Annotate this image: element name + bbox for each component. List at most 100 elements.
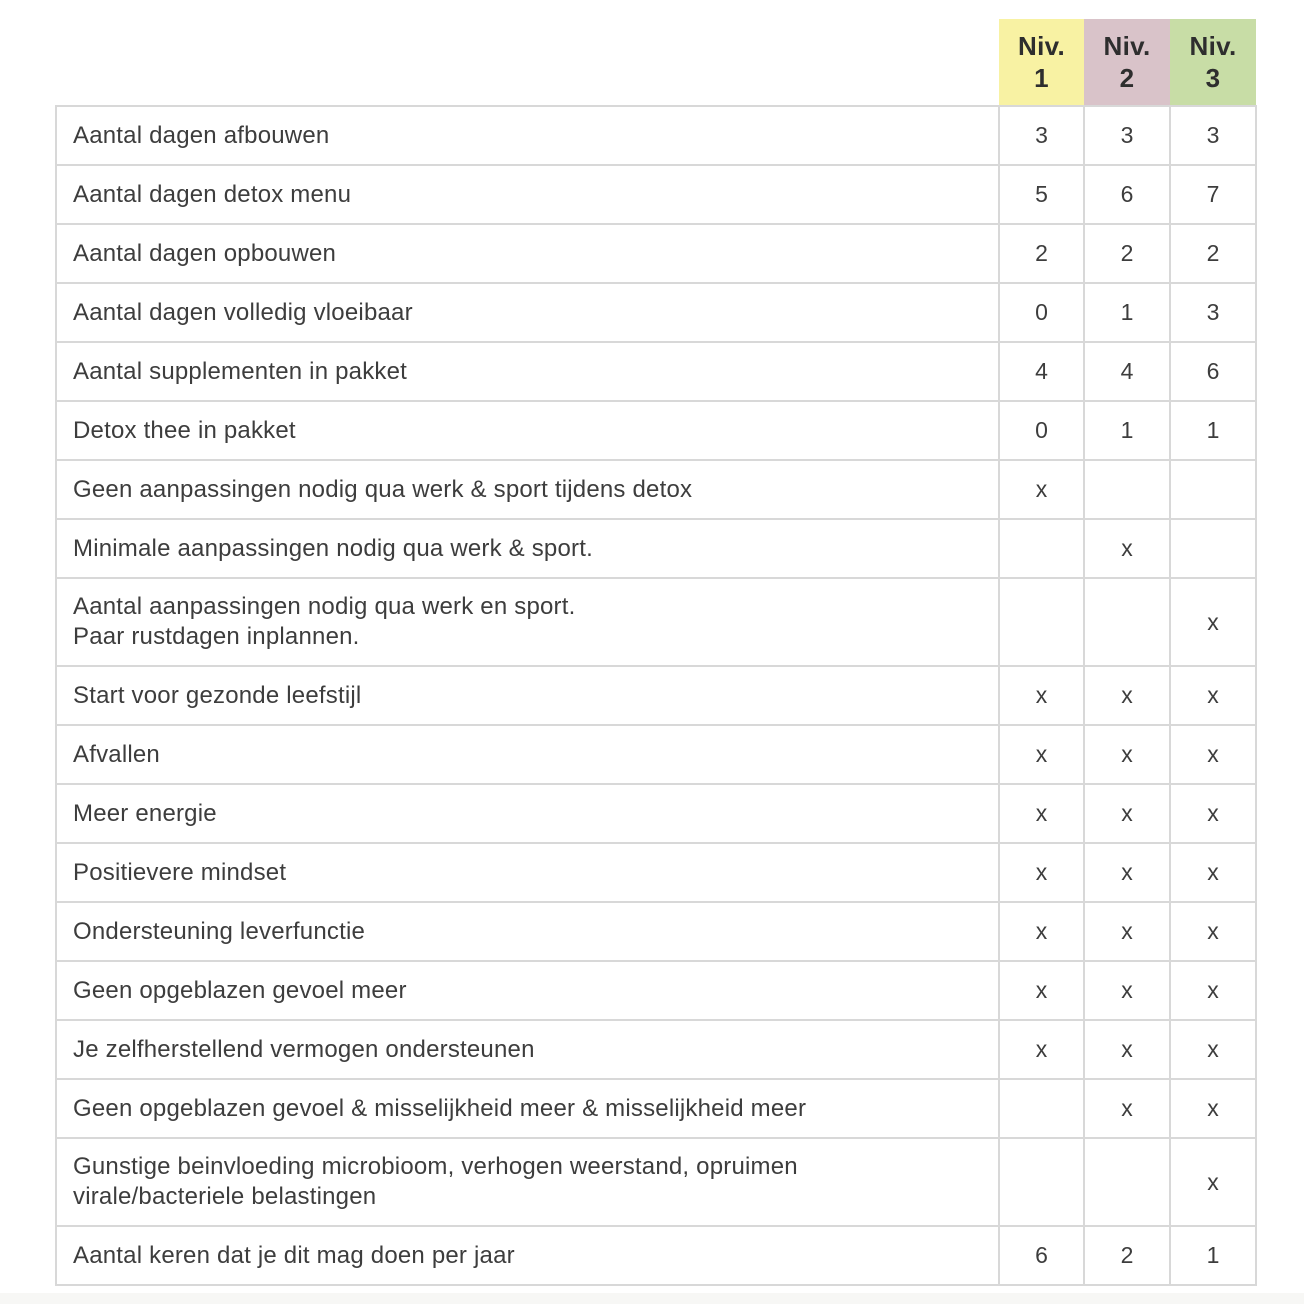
value-cell: 4 <box>998 341 1085 402</box>
row-label-line2: virale/bacteriele belastingen <box>73 1183 377 1210</box>
row-label: Afvallen <box>73 740 160 768</box>
value-cell: x <box>1169 842 1257 903</box>
comparison-table: Niv. 1 Niv. 2 Niv. 3 Aantal dagen afbouw… <box>55 19 1257 1286</box>
table-row: Detox thee in pakket 0 1 1 <box>55 400 1257 461</box>
value-cell: 3 <box>1169 282 1257 343</box>
value-cell: x <box>998 960 1085 1021</box>
value-cell: 0 <box>998 282 1085 343</box>
value-cell: x <box>1169 724 1257 785</box>
row-label: Geen aanpassingen nodig qua werk & sport… <box>73 475 693 503</box>
row-label-cell: Geen opgeblazen gevoel meer <box>55 960 1000 1021</box>
table-header: Niv. 1 Niv. 2 Niv. 3 <box>56 19 1256 106</box>
row-label-cell: Positievere mindset <box>55 842 1000 903</box>
table-row: Aantal dagen opbouwen 2 2 2 <box>55 223 1257 284</box>
row-label: Start voor gezonde leefstijl <box>73 681 362 709</box>
row-label-cell: Minimale aanpassingen nodig qua werk & s… <box>55 518 1000 579</box>
value-cell <box>1083 459 1171 520</box>
row-label: Positievere mindset <box>73 858 287 886</box>
column-header-niv-2: Niv. 2 <box>1084 19 1170 106</box>
value-cell: 1 <box>1083 400 1171 461</box>
row-label: Je zelfherstellend vermogen ondersteunen <box>73 1035 535 1063</box>
value-cell: x <box>998 901 1085 962</box>
value-cell: 1 <box>1169 400 1257 461</box>
value-cell <box>998 518 1085 579</box>
row-label-cell: Je zelfherstellend vermogen ondersteunen <box>55 1019 1000 1080</box>
value-cell: x <box>1169 1078 1257 1139</box>
row-label: Detox thee in pakket <box>73 416 296 444</box>
row-label-cell: Geen opgeblazen gevoel & misselijkheid m… <box>55 1078 1000 1139</box>
table-row: Geen aanpassingen nodig qua werk & sport… <box>55 459 1257 520</box>
row-label: Aantal keren dat je dit mag doen per jaa… <box>73 1241 515 1269</box>
row-label-cell: Aantal dagen volledig vloeibaar <box>55 282 1000 343</box>
value-cell: x <box>1169 960 1257 1021</box>
value-cell: x <box>1169 901 1257 962</box>
row-label: Aantal dagen opbouwen <box>73 239 337 267</box>
table-row: Aantal aanpassingen nodig qua werk en sp… <box>55 577 1257 667</box>
header-corner-empty <box>56 19 999 106</box>
value-cell <box>998 1137 1085 1227</box>
column-header-niv-1: Niv. 1 <box>999 19 1084 106</box>
value-cell: x <box>1169 1019 1257 1080</box>
value-cell: 1 <box>1169 1225 1257 1286</box>
value-cell: x <box>1083 960 1171 1021</box>
value-cell: 2 <box>1083 1225 1171 1286</box>
column-header-number: 3 <box>1205 63 1221 93</box>
value-cell <box>998 577 1085 667</box>
value-cell: x <box>1083 518 1171 579</box>
table-row: Je zelfherstellend vermogen ondersteunen… <box>55 1019 1257 1080</box>
table-row: Geen opgeblazen gevoel meer x x x <box>55 960 1257 1021</box>
column-header-title: Niv. <box>1018 30 1065 61</box>
table-row: Minimale aanpassingen nodig qua werk & s… <box>55 518 1257 579</box>
table-row: Aantal supplementen in pakket 4 4 6 <box>55 341 1257 402</box>
value-cell <box>1169 459 1257 520</box>
value-cell: x <box>1083 901 1171 962</box>
column-header-title: Niv. <box>1103 30 1151 61</box>
value-cell: 6 <box>1083 164 1171 225</box>
row-label-cell: Aantal aanpassingen nodig qua werk en sp… <box>55 577 1000 667</box>
row-label-cell: Meer energie <box>55 783 1000 844</box>
value-cell <box>998 1078 1085 1139</box>
table-row: Aantal dagen afbouwen 3 3 3 <box>55 105 1257 166</box>
value-cell: x <box>1169 783 1257 844</box>
value-cell: 5 <box>998 164 1085 225</box>
row-label: Aantal dagen afbouwen <box>73 121 330 149</box>
header-row: Niv. 1 Niv. 2 Niv. 3 <box>56 19 1256 106</box>
row-label-cell: Ondersteuning leverfunctie <box>55 901 1000 962</box>
column-header-title: Niv. <box>1189 30 1237 61</box>
value-cell: 2 <box>998 223 1085 284</box>
value-cell: 7 <box>1169 164 1257 225</box>
row-label-cell: Gunstige beinvloeding microbioom, verhog… <box>55 1137 1000 1227</box>
row-label: Ondersteuning leverfunctie <box>73 917 366 945</box>
row-label-cell: Aantal dagen opbouwen <box>55 223 1000 284</box>
table-row: Aantal dagen volledig vloeibaar 0 1 3 <box>55 282 1257 343</box>
value-cell: 2 <box>1083 223 1171 284</box>
row-label-cell: Aantal supplementen in pakket <box>55 341 1000 402</box>
value-cell: 0 <box>998 400 1085 461</box>
table-row: Ondersteuning leverfunctie x x x <box>55 901 1257 962</box>
value-cell: x <box>998 783 1085 844</box>
value-cell: 3 <box>1169 105 1257 166</box>
row-label: Geen opgeblazen gevoel & misselijkheid m… <box>73 1094 807 1122</box>
value-cell: x <box>998 665 1085 726</box>
table-row: Meer energie x x x <box>55 783 1257 844</box>
row-label: Aantal dagen volledig vloeibaar <box>73 298 413 326</box>
row-label-cell: Afvallen <box>55 724 1000 785</box>
row-label: Gunstige beinvloeding microbioom, verhog… <box>73 1153 798 1180</box>
column-header-niv-3: Niv. 3 <box>1170 19 1256 106</box>
row-label-cell: Aantal keren dat je dit mag doen per jaa… <box>55 1225 1000 1286</box>
table-row: Aantal keren dat je dit mag doen per jaa… <box>55 1225 1257 1286</box>
value-cell: 3 <box>998 105 1085 166</box>
table-row: Aantal dagen detox menu 5 6 7 <box>55 164 1257 225</box>
value-cell: 1 <box>1083 282 1171 343</box>
value-cell: 2 <box>1169 223 1257 284</box>
value-cell: x <box>998 842 1085 903</box>
row-label-cell: Detox thee in pakket <box>55 400 1000 461</box>
table-row: Afvallen x x x <box>55 724 1257 785</box>
row-label-cell: Geen aanpassingen nodig qua werk & sport… <box>55 459 1000 520</box>
value-cell: x <box>1083 783 1171 844</box>
value-cell: x <box>998 724 1085 785</box>
table-row: Start voor gezonde leefstijl x x x <box>55 665 1257 726</box>
row-label: Aantal supplementen in pakket <box>73 357 408 385</box>
value-cell <box>1083 1137 1171 1227</box>
value-cell: x <box>1083 724 1171 785</box>
